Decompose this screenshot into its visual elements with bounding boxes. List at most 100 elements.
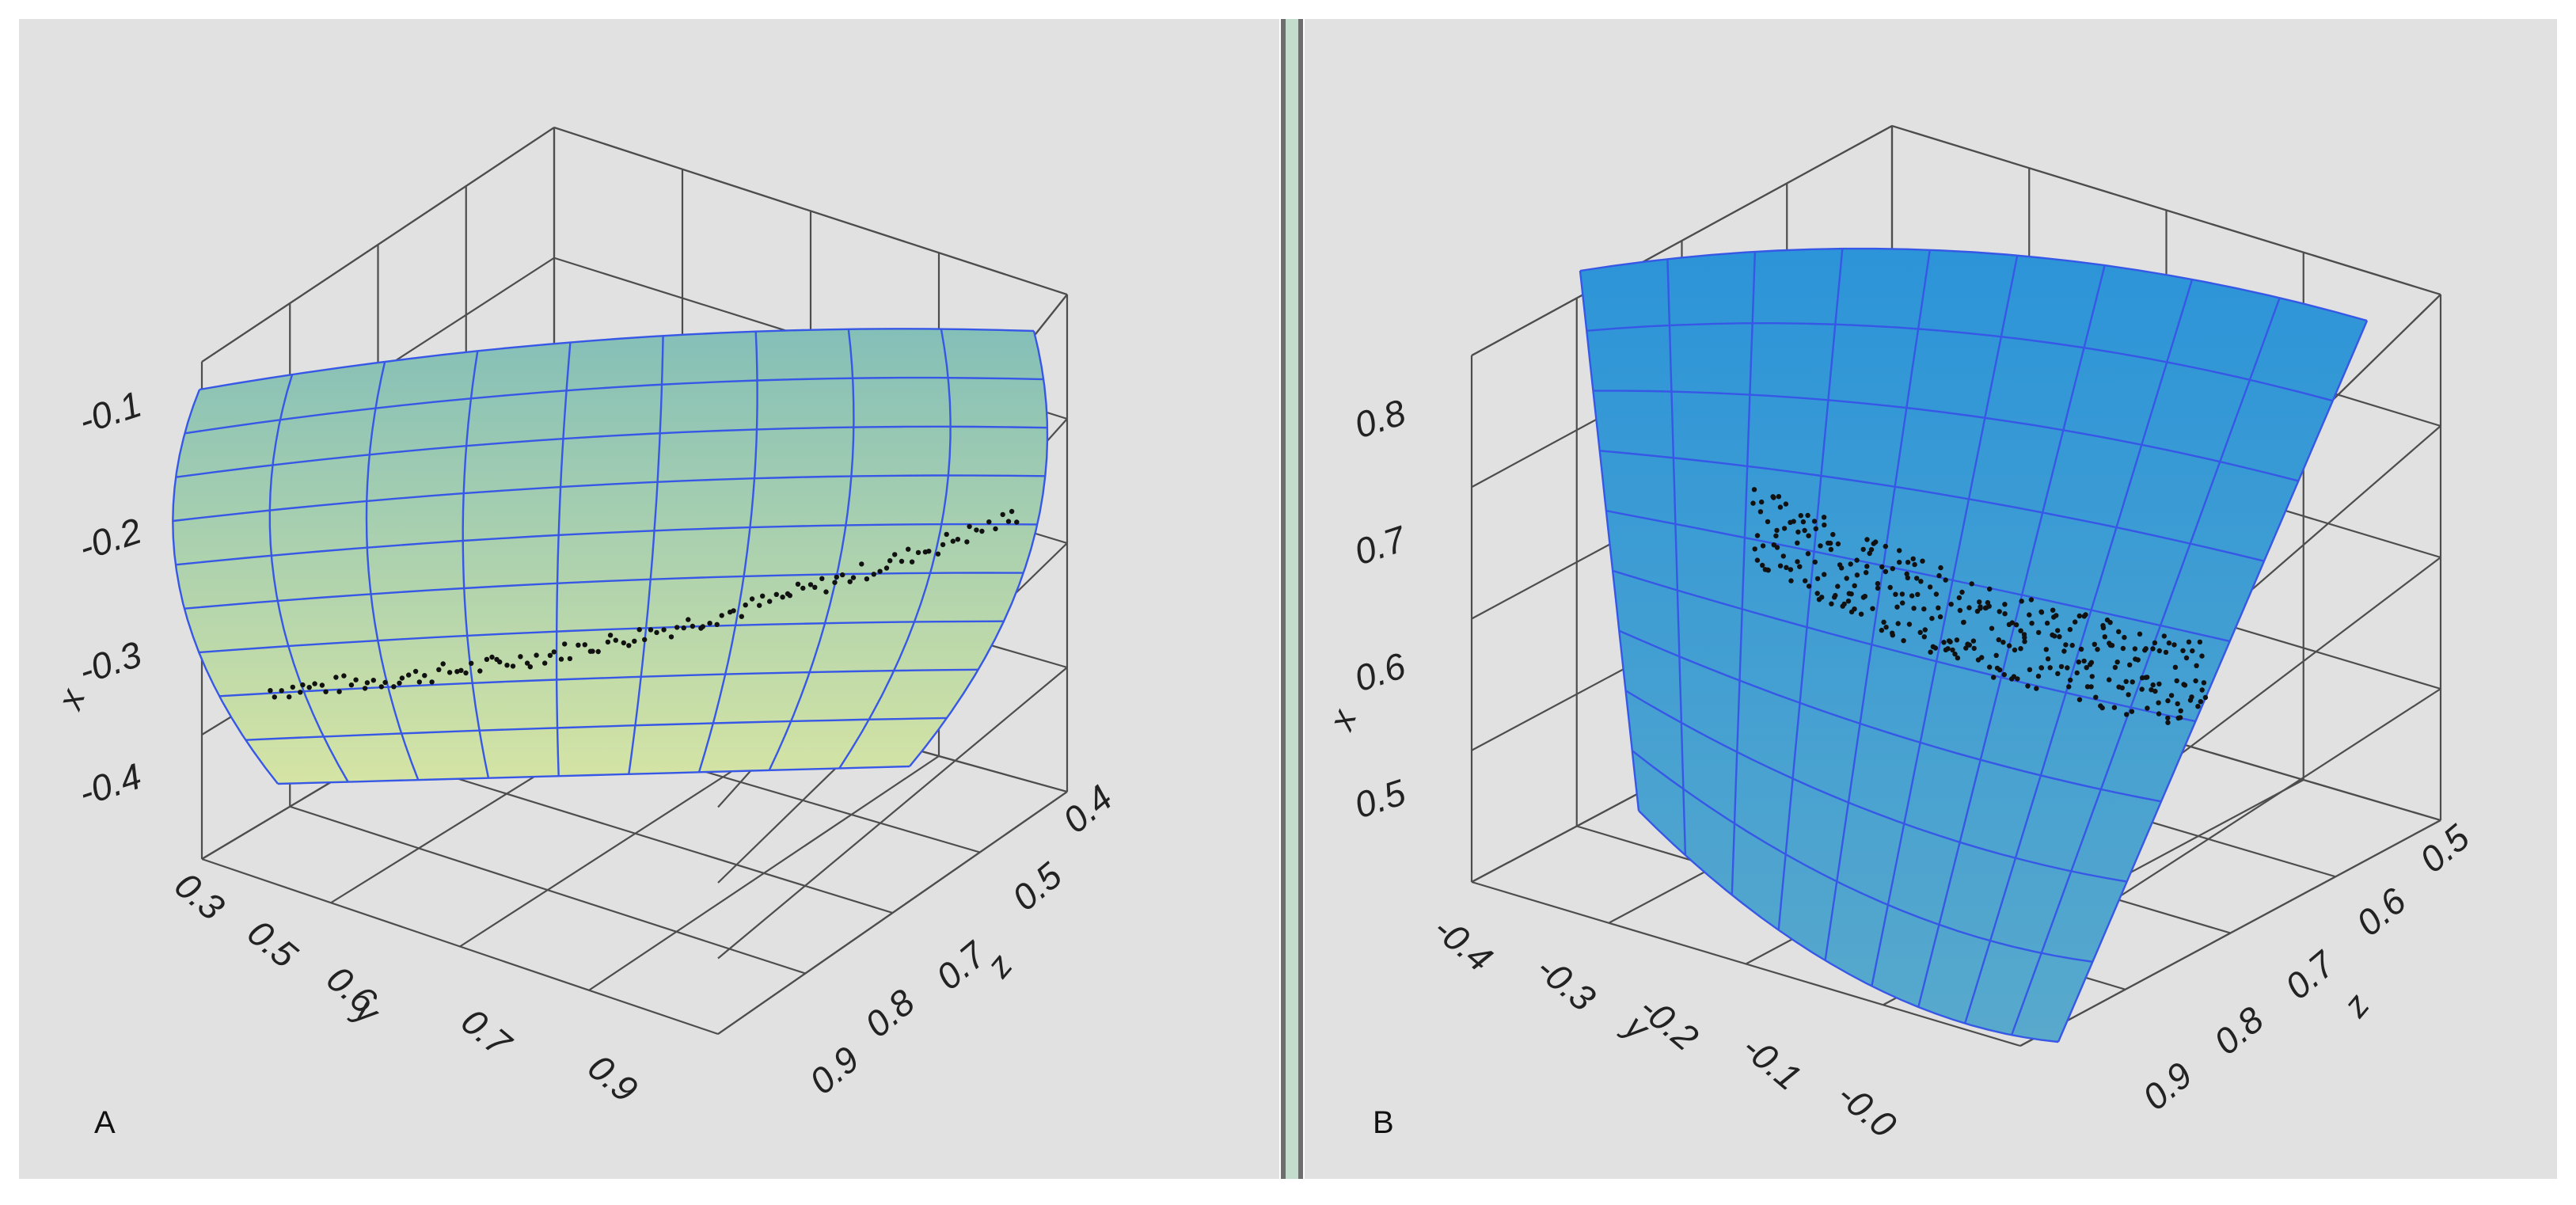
data-point bbox=[1818, 543, 1823, 549]
data-point bbox=[1977, 599, 1982, 605]
data-point bbox=[2063, 642, 2069, 648]
data-point bbox=[2028, 597, 2035, 602]
data-point bbox=[504, 663, 510, 668]
data-point bbox=[1795, 529, 1801, 535]
data-point bbox=[1774, 545, 1780, 550]
data-point bbox=[2102, 634, 2107, 640]
data-point bbox=[2137, 631, 2143, 637]
data-point bbox=[1987, 586, 1993, 592]
data-point bbox=[1867, 550, 1872, 557]
data-point bbox=[2182, 682, 2188, 688]
data-point bbox=[406, 672, 412, 678]
data-point bbox=[1848, 591, 1854, 597]
data-point bbox=[1904, 571, 1909, 577]
data-point bbox=[626, 643, 632, 648]
data-point bbox=[1835, 541, 1841, 547]
data-point bbox=[510, 663, 516, 669]
data-point bbox=[1954, 637, 1960, 643]
data-point bbox=[760, 593, 766, 599]
data-point bbox=[1890, 633, 1895, 638]
data-point bbox=[2002, 602, 2008, 607]
data-point bbox=[2081, 658, 2087, 664]
y-tick-label: -0.3 bbox=[1529, 947, 1603, 1019]
data-point bbox=[2069, 642, 2075, 648]
x-tick-label: -0.3 bbox=[74, 633, 146, 692]
z-tick-label: 0.9 bbox=[2135, 1054, 2200, 1118]
data-point bbox=[1870, 606, 1875, 611]
data-point bbox=[1928, 649, 1933, 655]
data-point bbox=[909, 559, 915, 564]
data-point bbox=[757, 602, 762, 608]
data-point bbox=[661, 627, 667, 633]
data-point bbox=[743, 602, 748, 608]
data-point bbox=[2083, 612, 2088, 618]
data-point bbox=[1918, 579, 1924, 584]
data-point bbox=[2015, 676, 2020, 682]
panel-divider[interactable] bbox=[1281, 19, 1303, 1179]
chart-a: -0.1-0.2-0.3-0.40.30.50.60.70.90.40.50.7… bbox=[50, 126, 1120, 1110]
data-point bbox=[2022, 639, 2027, 644]
data-point bbox=[2061, 648, 2067, 654]
data-point bbox=[1814, 576, 1821, 582]
data-point bbox=[2139, 686, 2145, 692]
data-point bbox=[562, 641, 568, 647]
data-point bbox=[458, 667, 464, 673]
data-point bbox=[2057, 634, 2062, 640]
data-point bbox=[834, 574, 840, 580]
data-point bbox=[2156, 711, 2162, 717]
data-point bbox=[605, 639, 611, 645]
data-point bbox=[632, 638, 637, 644]
data-point bbox=[2152, 688, 2158, 694]
data-point bbox=[2076, 660, 2081, 665]
data-point bbox=[935, 551, 941, 557]
data-point bbox=[2058, 663, 2065, 670]
data-point bbox=[1828, 546, 1834, 553]
data-point bbox=[2194, 663, 2199, 668]
data-point bbox=[524, 660, 530, 666]
data-point bbox=[2000, 640, 2006, 645]
data-point bbox=[1797, 564, 1803, 569]
data-point bbox=[1978, 604, 1983, 610]
data-point bbox=[1937, 614, 1943, 620]
data-point bbox=[362, 686, 368, 691]
data-point bbox=[1774, 527, 1780, 534]
data-point bbox=[2025, 683, 2031, 689]
data-point bbox=[877, 568, 883, 574]
data-point bbox=[2073, 619, 2078, 625]
data-point bbox=[686, 617, 691, 622]
z-tick-label: 0.7 bbox=[2278, 942, 2343, 1007]
data-point bbox=[2183, 655, 2190, 661]
data-point bbox=[2029, 621, 2035, 626]
data-point bbox=[1969, 581, 1974, 587]
data-point bbox=[1946, 638, 1952, 644]
data-point bbox=[1777, 504, 1784, 510]
data-point bbox=[1776, 494, 1782, 500]
data-point bbox=[2163, 649, 2169, 656]
data-point bbox=[2150, 682, 2156, 688]
data-point bbox=[1864, 537, 1870, 542]
data-point bbox=[412, 668, 419, 675]
data-point bbox=[1777, 563, 1784, 568]
data-point bbox=[279, 688, 284, 694]
data-point bbox=[1971, 645, 1977, 652]
data-point bbox=[1822, 572, 1827, 577]
data-point bbox=[681, 625, 686, 631]
surface-grid bbox=[1579, 247, 2369, 1043]
data-point bbox=[1914, 576, 1920, 581]
data-point bbox=[819, 576, 825, 581]
data-point bbox=[1875, 585, 1881, 591]
data-point bbox=[268, 688, 273, 694]
data-point bbox=[370, 678, 376, 683]
data-point bbox=[979, 528, 985, 534]
data-point bbox=[527, 664, 533, 670]
data-point bbox=[859, 561, 864, 567]
data-point bbox=[2197, 639, 2203, 645]
data-point bbox=[1987, 664, 1993, 670]
data-point bbox=[1912, 561, 1917, 568]
data-point bbox=[2130, 679, 2135, 685]
data-point bbox=[1952, 651, 1958, 657]
data-point bbox=[1901, 638, 1906, 644]
data-point bbox=[542, 660, 548, 666]
data-point bbox=[1887, 584, 1893, 591]
data-point bbox=[333, 675, 339, 680]
